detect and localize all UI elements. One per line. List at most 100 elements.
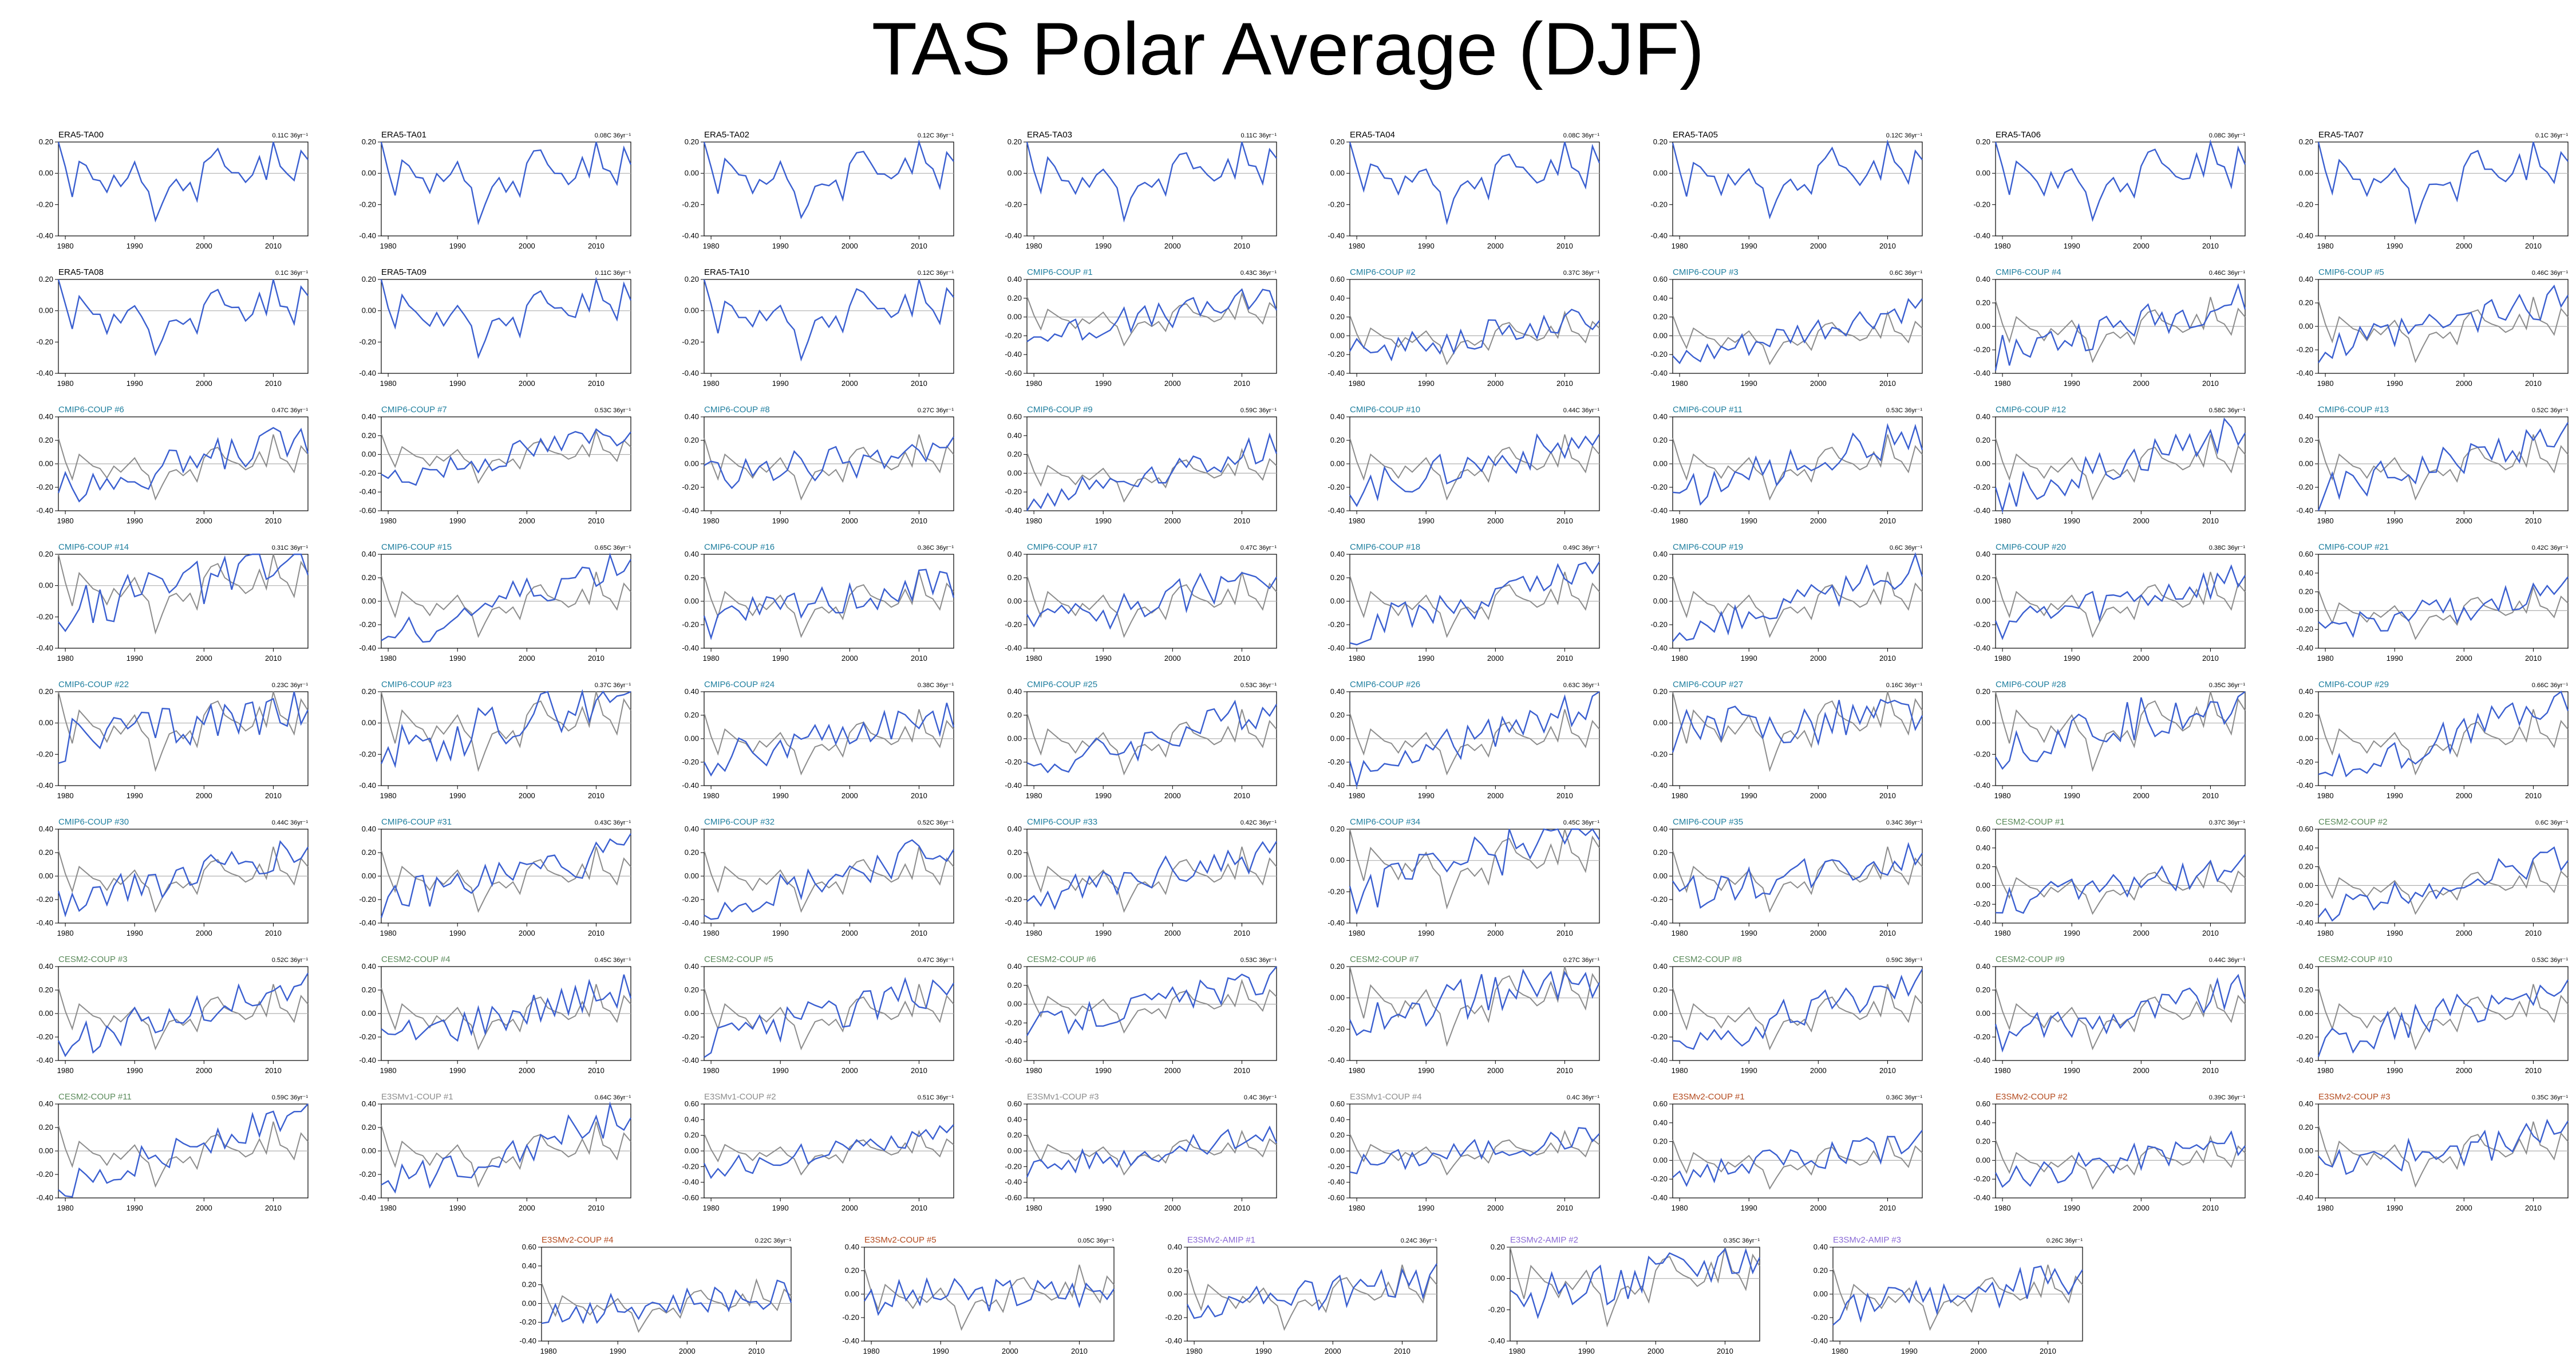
panel-chart: E3SMv2-COUP #3 0.35C 36yr⁻¹ -0.40 -0.20 0.00…	[2296, 1092, 2569, 1212]
y-tick-label: 0.20	[1008, 450, 1022, 459]
y-tick-label: 0.00	[1976, 1009, 1990, 1018]
x-tick-label: 1990	[449, 379, 466, 388]
x-tick-label: 2000	[1164, 791, 1181, 800]
y-tick-label: -0.20	[36, 337, 53, 346]
model-series-line	[1026, 571, 1278, 630]
y-tick-label: 0.00	[1168, 1290, 1182, 1298]
y-tick-label: 0.20	[2299, 588, 2313, 596]
y-tick-label: 0.00	[1330, 597, 1345, 605]
panel-chart: CMIP6-COUP #17 0.47C 36yr⁻¹ -0.40 -0.20 0.00…	[1005, 542, 1278, 663]
x-tick-label: 1980	[1994, 791, 2011, 800]
y-tick-label: 0.00	[685, 1146, 699, 1155]
x-tick-label: 2000	[2133, 242, 2150, 250]
y-tick-label: 0.40	[1330, 412, 1345, 421]
y-tick-label: -0.20	[1973, 483, 1990, 491]
reference-series-line	[1672, 310, 1923, 365]
model-series-line	[703, 279, 954, 362]
x-tick-label: 1980	[1672, 517, 1688, 525]
x-tick-label: 1990	[1418, 379, 1435, 388]
x-tick-label: 2010	[1234, 1066, 1250, 1075]
panel-chart: CMIP6-COUP #9 0.59C 36yr⁻¹ -0.40 -0.20 0.00 0…	[1005, 405, 1278, 525]
reference-series-line	[1026, 291, 1277, 347]
model-series-line	[1672, 968, 1923, 1050]
panel-chart: CMIP6-COUP #22 0.23C 36yr⁻¹ -0.40 -0.20 0.00…	[36, 680, 309, 800]
x-tick-label: 1980	[1994, 517, 2011, 525]
y-tick-label: 0.60	[2299, 550, 2313, 558]
plot-frame	[1672, 691, 1923, 786]
x-tick-label: 2010	[588, 1204, 605, 1212]
trend-label: 0.53C 36yr⁻¹	[1240, 682, 1277, 689]
x-tick-label: 2000	[196, 1204, 212, 1212]
y-tick-label: -0.20	[359, 895, 376, 904]
panel-title: CMIP6-COUP #17	[1027, 542, 1097, 552]
reference-series-line	[1672, 434, 1923, 501]
x-tick-label: 2010	[2525, 379, 2542, 388]
x-tick-label: 2000	[1164, 379, 1181, 388]
x-tick-label: 2010	[588, 654, 605, 663]
y-tick-label: 0.40	[1653, 550, 1668, 558]
plot-frame	[1026, 141, 1277, 236]
x-tick-label: 2000	[2456, 654, 2472, 663]
y-tick-label: -0.40	[1327, 781, 1345, 790]
x-tick-label: 2000	[196, 242, 212, 250]
panel-title: ERA5-TA02	[704, 130, 749, 140]
y-tick-label: 0.20	[2299, 862, 2313, 871]
reference-series-line	[381, 691, 631, 772]
y-tick-label: -0.60	[1005, 1056, 1022, 1065]
reference-series-line	[2318, 984, 2569, 1051]
model-series-line	[2318, 1118, 2569, 1175]
panel-chart: ERA5-TA02 0.12C 36yr⁻¹ -0.40 -0.20 0.00 0.20 1…	[682, 130, 954, 250]
panel-title: CMIP6-COUP #21	[2318, 542, 2389, 552]
y-tick-label: -0.20	[1327, 483, 1345, 491]
panel-chart: E3SMv2-COUP #2 0.39C 36yr⁻¹ -0.40 -0.20 0.00…	[1973, 1092, 2246, 1212]
x-tick-label: 2010	[1879, 929, 1896, 937]
x-tick-label: 2010	[1234, 379, 1250, 388]
x-tick-label: 2010	[2525, 517, 2542, 525]
trend-label: 0.63C 36yr⁻¹	[1563, 682, 1600, 689]
x-tick-label: 1980	[1026, 242, 1042, 250]
x-tick-label: 1990	[449, 791, 466, 800]
y-tick-label: -0.40	[1650, 1056, 1668, 1065]
y-tick-label: -0.40	[682, 506, 699, 515]
trend-label: 0.52C 36yr⁻¹	[918, 819, 954, 826]
trend-label: 0.64C 36yr⁻¹	[595, 1094, 631, 1101]
panel-chart: CMIP6-COUP #20 0.38C 36yr⁻¹ -0.40 -0.20 0.00…	[1973, 542, 2246, 663]
x-tick-label: 2000	[2133, 379, 2150, 388]
model-series-line	[58, 1103, 309, 1198]
y-tick-label: 0.00	[685, 169, 699, 178]
y-tick-label: 0.00	[1330, 734, 1345, 743]
y-tick-label: 0.20	[2299, 985, 2313, 994]
panel-chart: E3SMv1-COUP #2 0.51C 36yr⁻¹ -0.60 -0.40 -0.2…	[682, 1092, 954, 1212]
y-tick-label: -0.40	[1973, 1193, 1990, 1202]
x-tick-label: 1980	[380, 929, 397, 937]
y-tick-label: 0.60	[1008, 1099, 1022, 1108]
x-tick-label: 2000	[841, 1204, 858, 1212]
reference-series-line	[1349, 571, 1600, 638]
y-tick-label: -0.40	[1005, 350, 1022, 358]
x-tick-label: 1980	[2317, 242, 2334, 250]
y-tick-label: -0.20	[842, 1313, 859, 1322]
x-tick-label: 1990	[2387, 517, 2403, 525]
x-tick-label: 2010	[1556, 517, 1573, 525]
trend-label: 0.38C 36yr⁻¹	[918, 682, 954, 689]
trend-label: 0.26C 36yr⁻¹	[2046, 1237, 2083, 1244]
panel-title: ERA5-TA09	[381, 267, 426, 277]
trend-label: 0.34C 36yr⁻¹	[1886, 819, 1923, 826]
panel-title: CMIP6-COUP #11	[1673, 405, 1743, 415]
trend-label: 0.42C 36yr⁻¹	[1240, 819, 1277, 826]
y-tick-label: -0.40	[1327, 506, 1345, 515]
y-tick-label: 0.20	[1653, 313, 1668, 321]
x-tick-label: 2010	[1879, 654, 1896, 663]
y-tick-label: -0.40	[1005, 781, 1022, 790]
x-tick-label: 1980	[1672, 1204, 1688, 1212]
reference-series-line	[2318, 709, 2569, 776]
y-tick-label: -0.20	[1650, 483, 1668, 491]
plot-frame	[381, 141, 631, 236]
y-tick-label: 0.40	[39, 1099, 53, 1108]
x-tick-label: 2010	[911, 929, 927, 937]
y-tick-label: 0.20	[685, 137, 699, 146]
x-tick-label: 1990	[127, 517, 143, 525]
plot-frame	[381, 279, 631, 374]
y-tick-label: -0.40	[842, 1336, 859, 1345]
y-tick-label: 0.20	[685, 1131, 699, 1140]
